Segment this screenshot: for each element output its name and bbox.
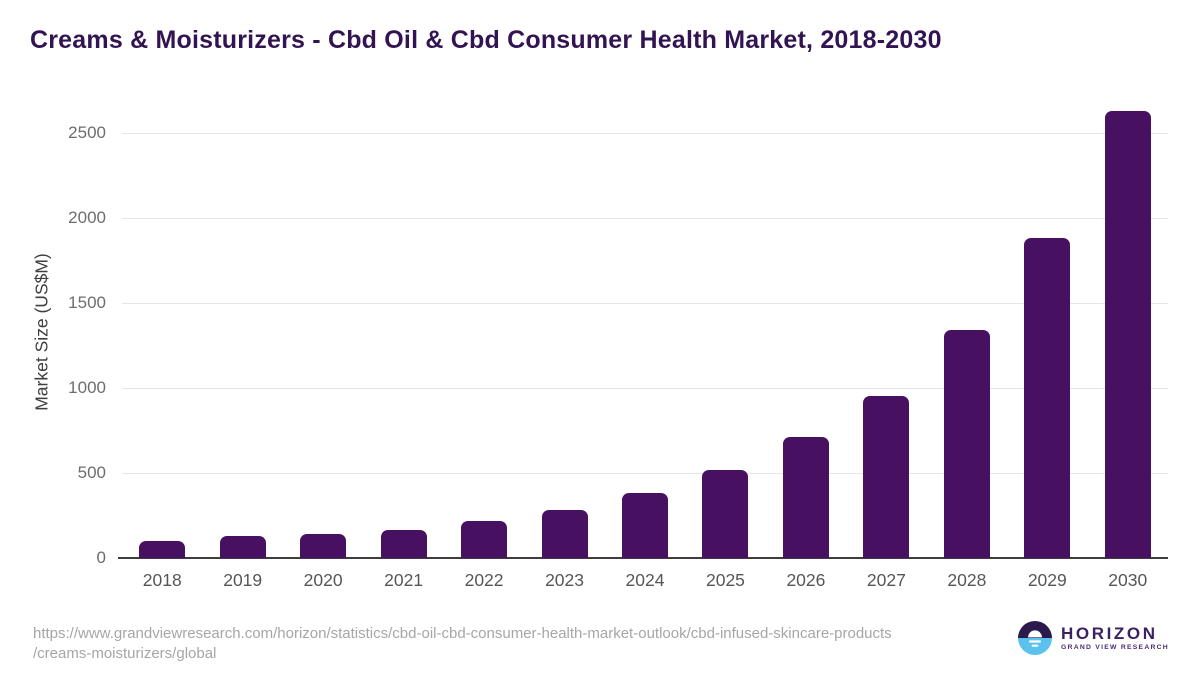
bar-2024 bbox=[622, 493, 668, 558]
bar-2018 bbox=[139, 541, 186, 558]
y-tick-label-2000: 2000 bbox=[68, 208, 106, 227]
gridline-500 bbox=[122, 473, 1168, 474]
gridline-2000 bbox=[122, 218, 1168, 219]
bar-2028 bbox=[943, 330, 990, 558]
gridline-1000 bbox=[122, 388, 1168, 389]
y-tick-label-1500: 1500 bbox=[68, 293, 106, 312]
y-tick-label-0: 0 bbox=[96, 548, 106, 567]
source-url-line1: https://www.grandviewresearch.com/horizo… bbox=[33, 625, 892, 642]
x-tick-label-2019: 2019 bbox=[223, 570, 263, 590]
bar-2030 bbox=[1104, 111, 1151, 558]
logo-name: HORIZON bbox=[1061, 624, 1158, 643]
logo-subtitle: GRAND VIEW RESEARCH bbox=[1061, 644, 1169, 651]
logo-text-block: HORIZON GRAND VIEW RESEARCH bbox=[1061, 624, 1169, 652]
bar-2020 bbox=[300, 534, 347, 558]
y-tick-label-500: 500 bbox=[77, 463, 106, 482]
horizon-logo: HORIZON GRAND VIEW RESEARCH bbox=[1018, 621, 1169, 655]
x-tick-label-2029: 2029 bbox=[1027, 570, 1067, 590]
bar-2025 bbox=[702, 470, 749, 558]
source-url: https://www.grandviewresearch.com/horizo… bbox=[33, 624, 892, 664]
x-tick-label-2024: 2024 bbox=[625, 570, 665, 590]
x-tick-label-2027: 2027 bbox=[866, 570, 906, 590]
x-tick-label-2025: 2025 bbox=[705, 570, 745, 590]
x-tick-label-2020: 2020 bbox=[303, 570, 343, 590]
horizon-sun-icon bbox=[1018, 621, 1052, 655]
x-tick-label-2030: 2030 bbox=[1108, 570, 1148, 590]
source-url-line2: /creams-moisturizers/global bbox=[33, 645, 217, 662]
x-tick-label-2018: 2018 bbox=[142, 570, 182, 590]
x-tick-label-2022: 2022 bbox=[464, 570, 504, 590]
x-tick-label-2021: 2021 bbox=[384, 570, 424, 590]
gridline-2500 bbox=[122, 133, 1168, 134]
bar-2029 bbox=[1024, 238, 1071, 558]
bar-2026 bbox=[782, 437, 829, 558]
bar-2021 bbox=[380, 530, 427, 558]
x-tick-label-2028: 2028 bbox=[947, 570, 987, 590]
bar-2019 bbox=[219, 536, 266, 558]
bar-2027 bbox=[863, 396, 910, 558]
x-tick-label-2026: 2026 bbox=[786, 570, 826, 590]
chart-title: Creams & Moisturizers - Cbd Oil & Cbd Co… bbox=[30, 26, 942, 54]
x-tick-label-2023: 2023 bbox=[545, 570, 584, 590]
bar-2023 bbox=[541, 510, 588, 558]
y-tick-label-2500: 2500 bbox=[68, 123, 106, 142]
gridline-1500 bbox=[122, 303, 1168, 304]
bar-2022 bbox=[461, 521, 508, 558]
y-tick-label-1000: 1000 bbox=[68, 378, 106, 397]
x-axis-line bbox=[118, 557, 1168, 559]
